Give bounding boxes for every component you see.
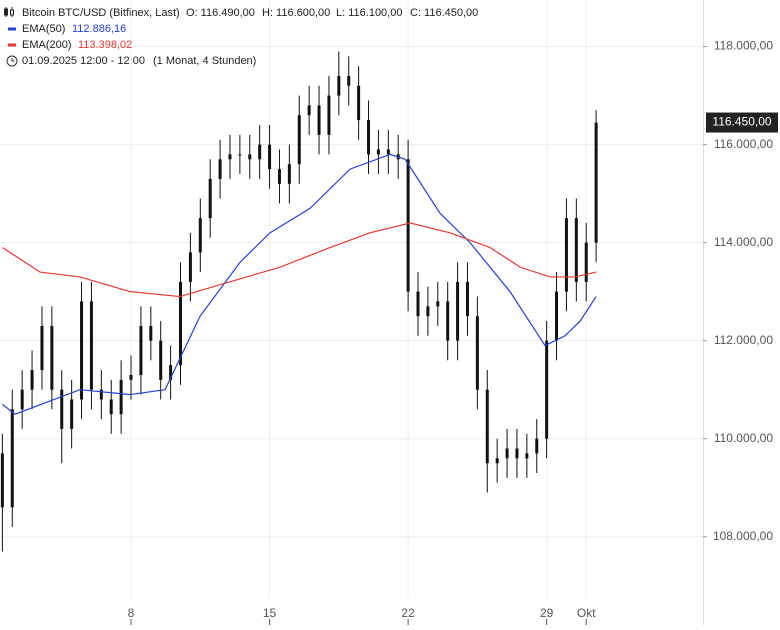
x-tick-label: 29: [540, 606, 554, 620]
last-price-box: [706, 112, 778, 133]
candle-body: [307, 105, 311, 116]
candle-body: [584, 242, 588, 282]
candle-body: [258, 144, 262, 160]
candle-body: [327, 95, 331, 135]
candle-body: [545, 340, 549, 439]
candle-body: [20, 389, 24, 410]
legend-value: 113.398,02: [78, 39, 132, 51]
ema-line: [2, 222, 597, 298]
candle-body: [179, 281, 182, 366]
ema-line: [2, 153, 597, 415]
ohlc-label: C: 116.450,00: [410, 7, 478, 19]
clock-icon: [6, 55, 18, 67]
candle-body: [30, 370, 34, 390]
grid: [0, 0, 703, 598]
candle-body: [564, 218, 568, 292]
period: 01.09.2025 12:00 - 12:00: [22, 55, 145, 67]
candle-body: [60, 389, 64, 429]
candle-body: [89, 301, 93, 390]
candle-body: [50, 325, 54, 390]
candle-body: [525, 453, 529, 459]
legend-swatch: [8, 43, 16, 47]
candle-body: [70, 399, 74, 429]
candle-body: [574, 218, 578, 282]
candle-body: [426, 306, 430, 317]
candle-body: [248, 154, 252, 160]
candle-body: [297, 115, 301, 165]
candle-body: [337, 75, 341, 96]
legend-swatch: [8, 27, 16, 31]
candle-body: [386, 149, 390, 155]
candle-body: [40, 325, 44, 371]
legend-value: 112.886,16: [72, 23, 126, 35]
candle-body: [238, 154, 242, 156]
candle-body: [198, 218, 202, 253]
candles: [0, 51, 598, 552]
candle-body: [515, 448, 519, 459]
candle-body: [228, 154, 232, 160]
candle-body: [475, 316, 479, 390]
candle-body: [485, 389, 489, 464]
candle-body: [268, 144, 272, 170]
candle-body: [535, 438, 539, 454]
candle-body: [347, 75, 351, 86]
candle-body: [416, 291, 420, 317]
y-tick-label: 110.000,00: [714, 431, 773, 445]
candle-body: [357, 85, 361, 121]
candle-body: [129, 374, 133, 380]
candle-body: [594, 122, 598, 243]
legend: Bitcoin BTC/USD (Bitfinex, Last) O: 116.…: [4, 7, 478, 67]
candle-body: [149, 325, 153, 341]
ohlc-label: H: 116.600,00: [262, 7, 330, 19]
x-tick-label: 8: [128, 606, 135, 620]
candle-body: [436, 301, 440, 307]
legend-name: EMA(200): [22, 39, 72, 51]
candle-body: [109, 399, 113, 415]
candle-body: [555, 291, 559, 341]
candle-body: [287, 164, 291, 184]
candle-body: [10, 409, 14, 508]
candle-body: [505, 448, 509, 459]
candle-body: [456, 281, 460, 341]
candle-body: [317, 105, 321, 135]
x-tick-label: Okt: [577, 606, 596, 620]
candle-body: [406, 159, 410, 292]
ohlc-label: L: 116.100,00: [336, 7, 402, 19]
y-tick-label: 112.000,00: [714, 333, 773, 347]
candle-body: [99, 389, 103, 400]
candle-icon: [4, 7, 14, 17]
candle-body: [169, 365, 173, 380]
candle-body: [159, 340, 163, 380]
candle-body: [376, 149, 380, 155]
candle-body: [465, 281, 469, 317]
candle-body: [367, 120, 371, 155]
candle-body: [495, 458, 499, 464]
candle-body: [0, 453, 4, 508]
y-tick-label: 108.000,00: [713, 529, 773, 543]
candle-body: [208, 178, 212, 219]
candle-body: [80, 301, 84, 400]
x-tick-label: 22: [401, 606, 415, 620]
legend-title: Bitcoin BTC/USD (Bitfinex, Last): [22, 7, 180, 19]
candle-body: [188, 252, 192, 282]
y-tick-label: 116.000,00: [714, 137, 773, 151]
period-note: (1 Monat, 4 Stunden): [153, 55, 256, 67]
x-tick-label: 15: [263, 606, 277, 620]
y-tick-label: 118.000,00: [714, 39, 773, 53]
candle-body: [446, 301, 450, 341]
y-tick-label: 114.000,00: [714, 235, 773, 249]
candle-body: [119, 379, 123, 415]
last-price-label: 116.450,00: [712, 115, 771, 129]
candle-body: [277, 169, 281, 184]
legend-name: EMA(50): [22, 23, 65, 35]
candle-body: [139, 325, 143, 375]
ohlc-label: O: 116.490,00: [186, 7, 255, 19]
candle-body: [218, 159, 222, 179]
